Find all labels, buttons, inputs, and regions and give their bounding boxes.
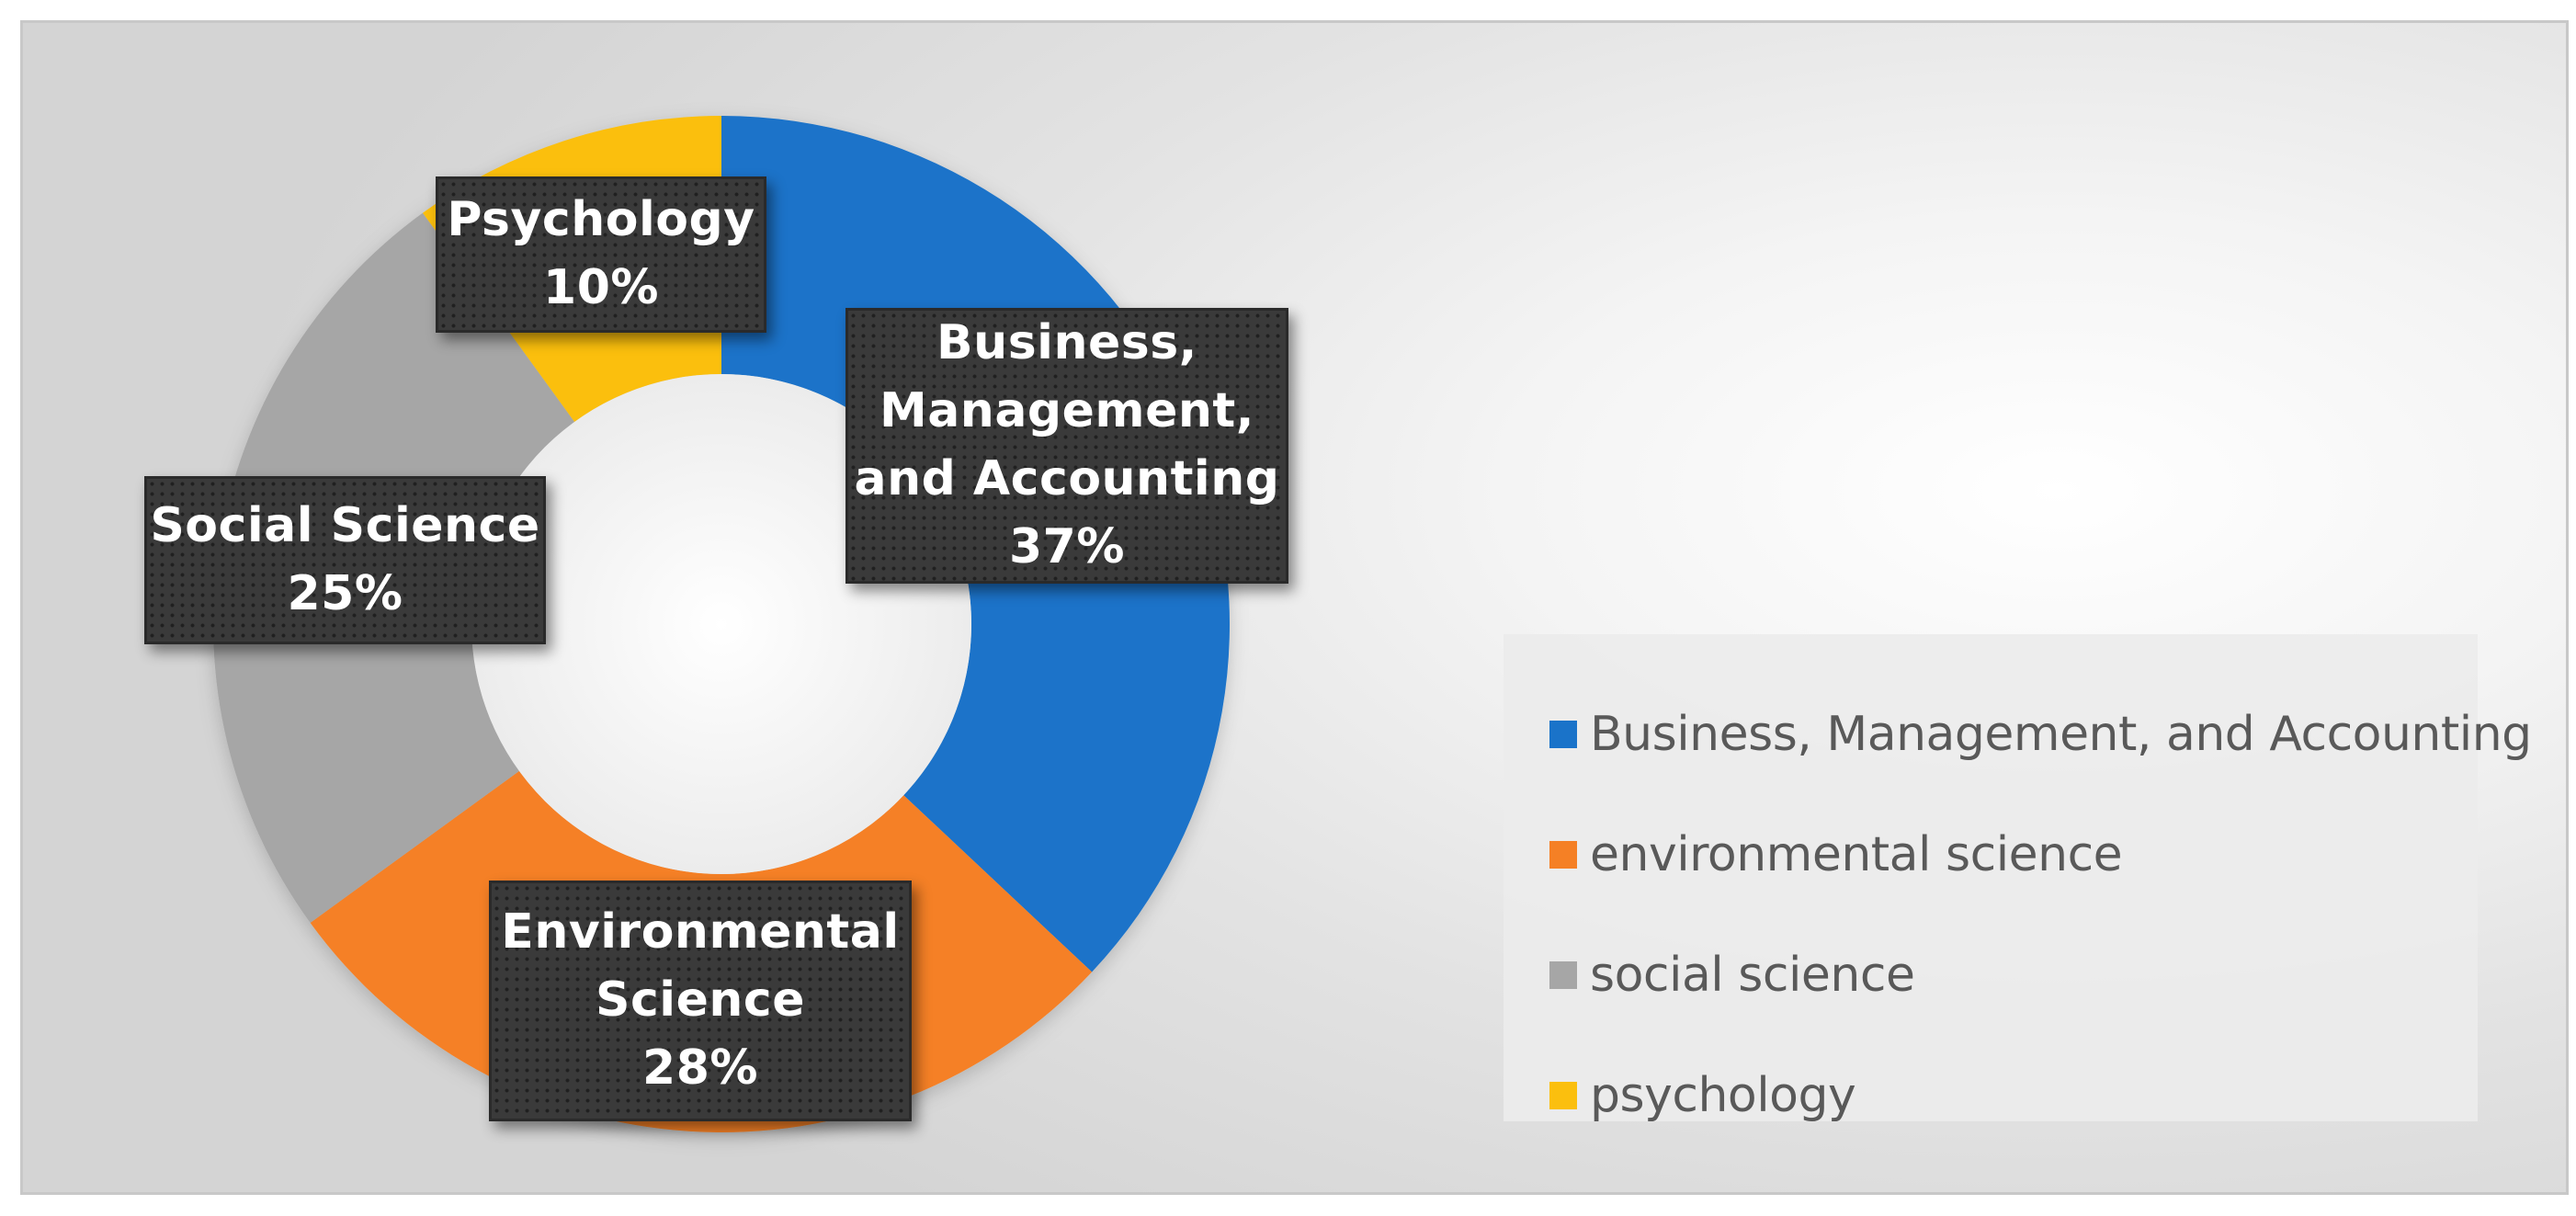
data-label-business-name: Business, Management, and Accounting xyxy=(854,315,1280,506)
data-label-social-science-value: 25% xyxy=(287,565,403,621)
legend-item-psychology: psychology xyxy=(1549,1035,2478,1155)
data-label-social-science: Social Science 25% xyxy=(144,476,546,644)
legend-item-social-science: social science xyxy=(1549,915,2478,1035)
legend-item-environmental-science: environmental science xyxy=(1549,794,2478,915)
legend-label-business: Business, Management, and Accounting xyxy=(1590,706,2532,762)
legend-label-social-science: social science xyxy=(1590,947,1915,1003)
data-label-social-science-name: Social Science xyxy=(150,497,540,553)
legend-swatch-social-science xyxy=(1549,960,1577,989)
legend-label-psychology: psychology xyxy=(1590,1067,1856,1123)
data-label-psychology-name: Psychology xyxy=(447,192,755,248)
legend-swatch-business xyxy=(1549,720,1577,748)
legend-swatch-psychology xyxy=(1549,1081,1577,1109)
legend-label-environmental-science: environmental science xyxy=(1590,826,2123,882)
chart-area: Psychology 10% Business, Management, and… xyxy=(20,20,2569,1195)
data-label-psychology-value: 10% xyxy=(543,260,659,315)
legend-swatch-environmental-science xyxy=(1549,840,1577,869)
data-label-environmental-science: Environmental Science 28% xyxy=(489,881,912,1121)
data-label-psychology: Psychology 10% xyxy=(436,176,766,333)
legend: Business, Management, and Accounting envi… xyxy=(1504,634,2532,1123)
data-label-environmental-name: Environmental Science xyxy=(501,904,900,1028)
data-label-environmental-value: 28% xyxy=(642,1040,758,1096)
data-label-business-value: 37% xyxy=(1009,518,1125,574)
legend-item-business: Business, Management, and Accounting xyxy=(1549,674,2532,794)
data-label-business: Business, Management, and Accounting 37% xyxy=(845,308,1288,584)
